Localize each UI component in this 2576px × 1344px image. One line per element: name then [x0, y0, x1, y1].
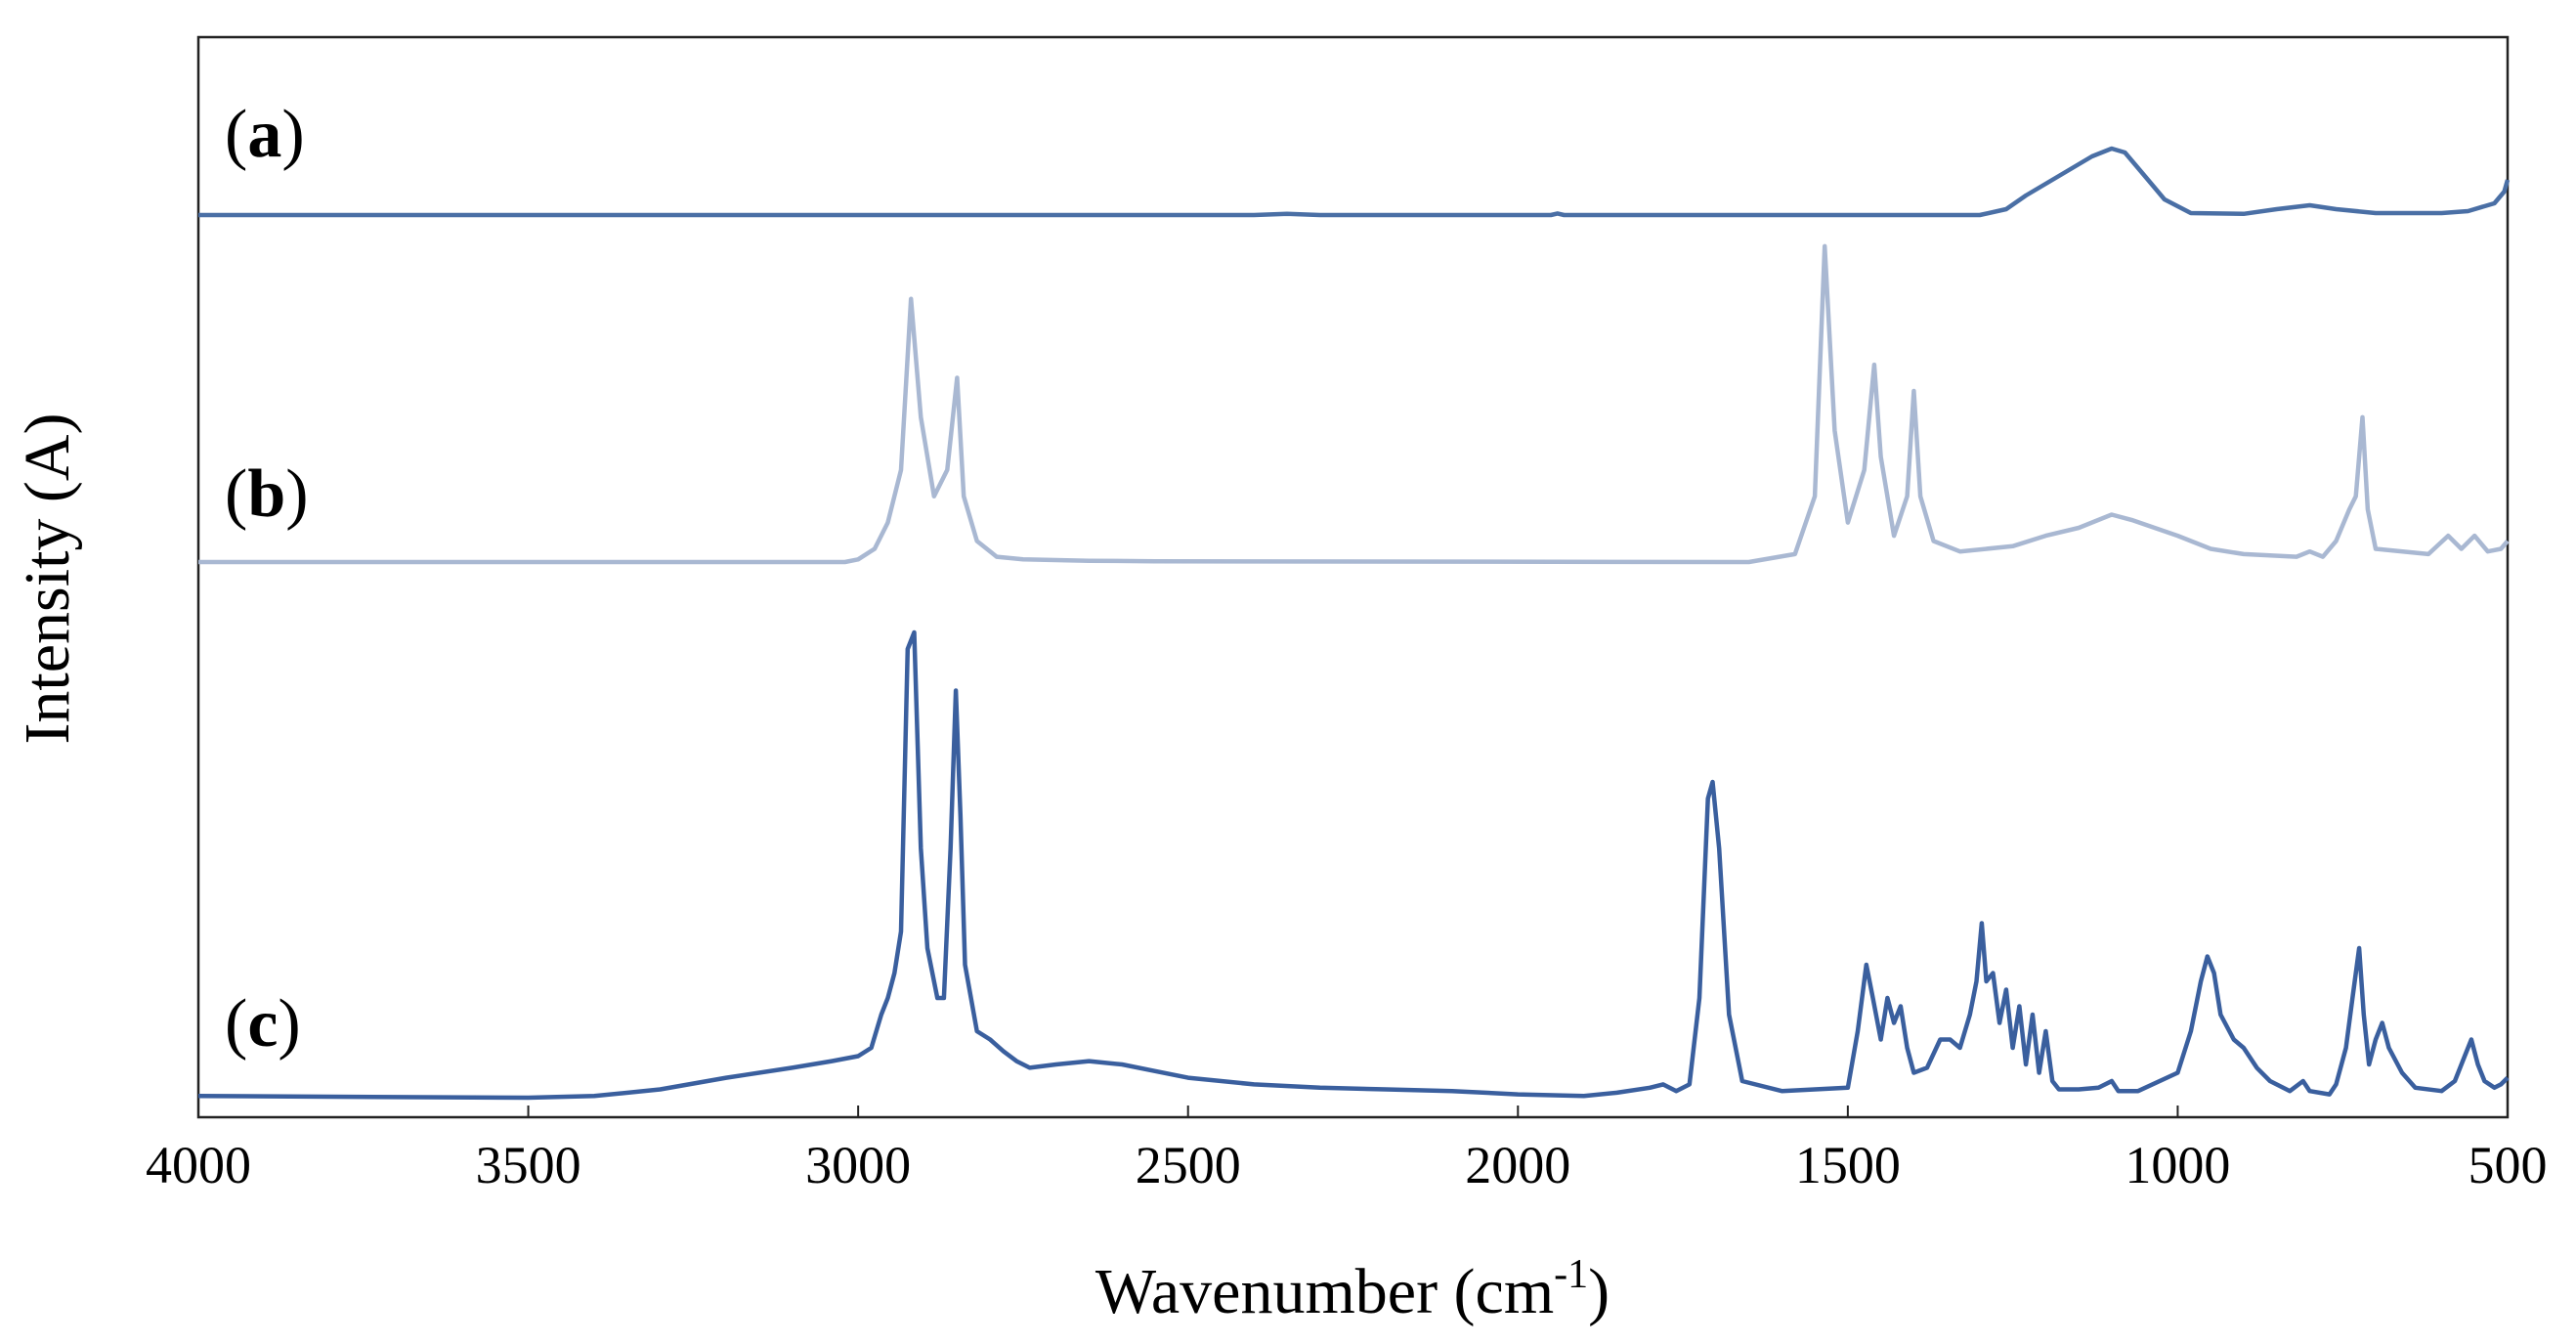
x-axis-title-close: ) [1588, 1256, 1610, 1327]
series-labels: (a) (b) (c) [225, 97, 309, 1062]
x-tick-label: 2500 [1136, 1136, 1241, 1194]
x-tick-label: 3500 [476, 1136, 581, 1194]
series-line-a [198, 146, 2511, 218]
x-tick-label: 2000 [1465, 1136, 1570, 1194]
x-tick-label: 1000 [2125, 1136, 2230, 1194]
x-tick-label: 3000 [805, 1136, 911, 1194]
series-line-c [197, 629, 2510, 1101]
x-axis-title-superscript: -1 [1554, 1252, 1588, 1297]
x-tick-label: 500 [2469, 1136, 2548, 1194]
y-axis-title: Intensity (A) [12, 412, 83, 744]
series-label-c: (c) [225, 986, 301, 1062]
x-tick-label: 1500 [1795, 1136, 1901, 1194]
plot-frame [196, 35, 2510, 1119]
x-axis-title-main: Wavenumber (cm [1095, 1256, 1554, 1327]
series-lines [197, 146, 2511, 1101]
series-label-b: (b) [225, 456, 309, 532]
x-axis-title: Wavenumber (cm-1) [1095, 1252, 1610, 1327]
x-axis-ticks: 4000 3500 3000 2500 2000 1500 1000 500 [146, 1106, 2548, 1194]
series-line-b [198, 243, 2510, 565]
series-label-a: (a) [225, 97, 305, 172]
x-tick-label: 4000 [146, 1136, 251, 1194]
